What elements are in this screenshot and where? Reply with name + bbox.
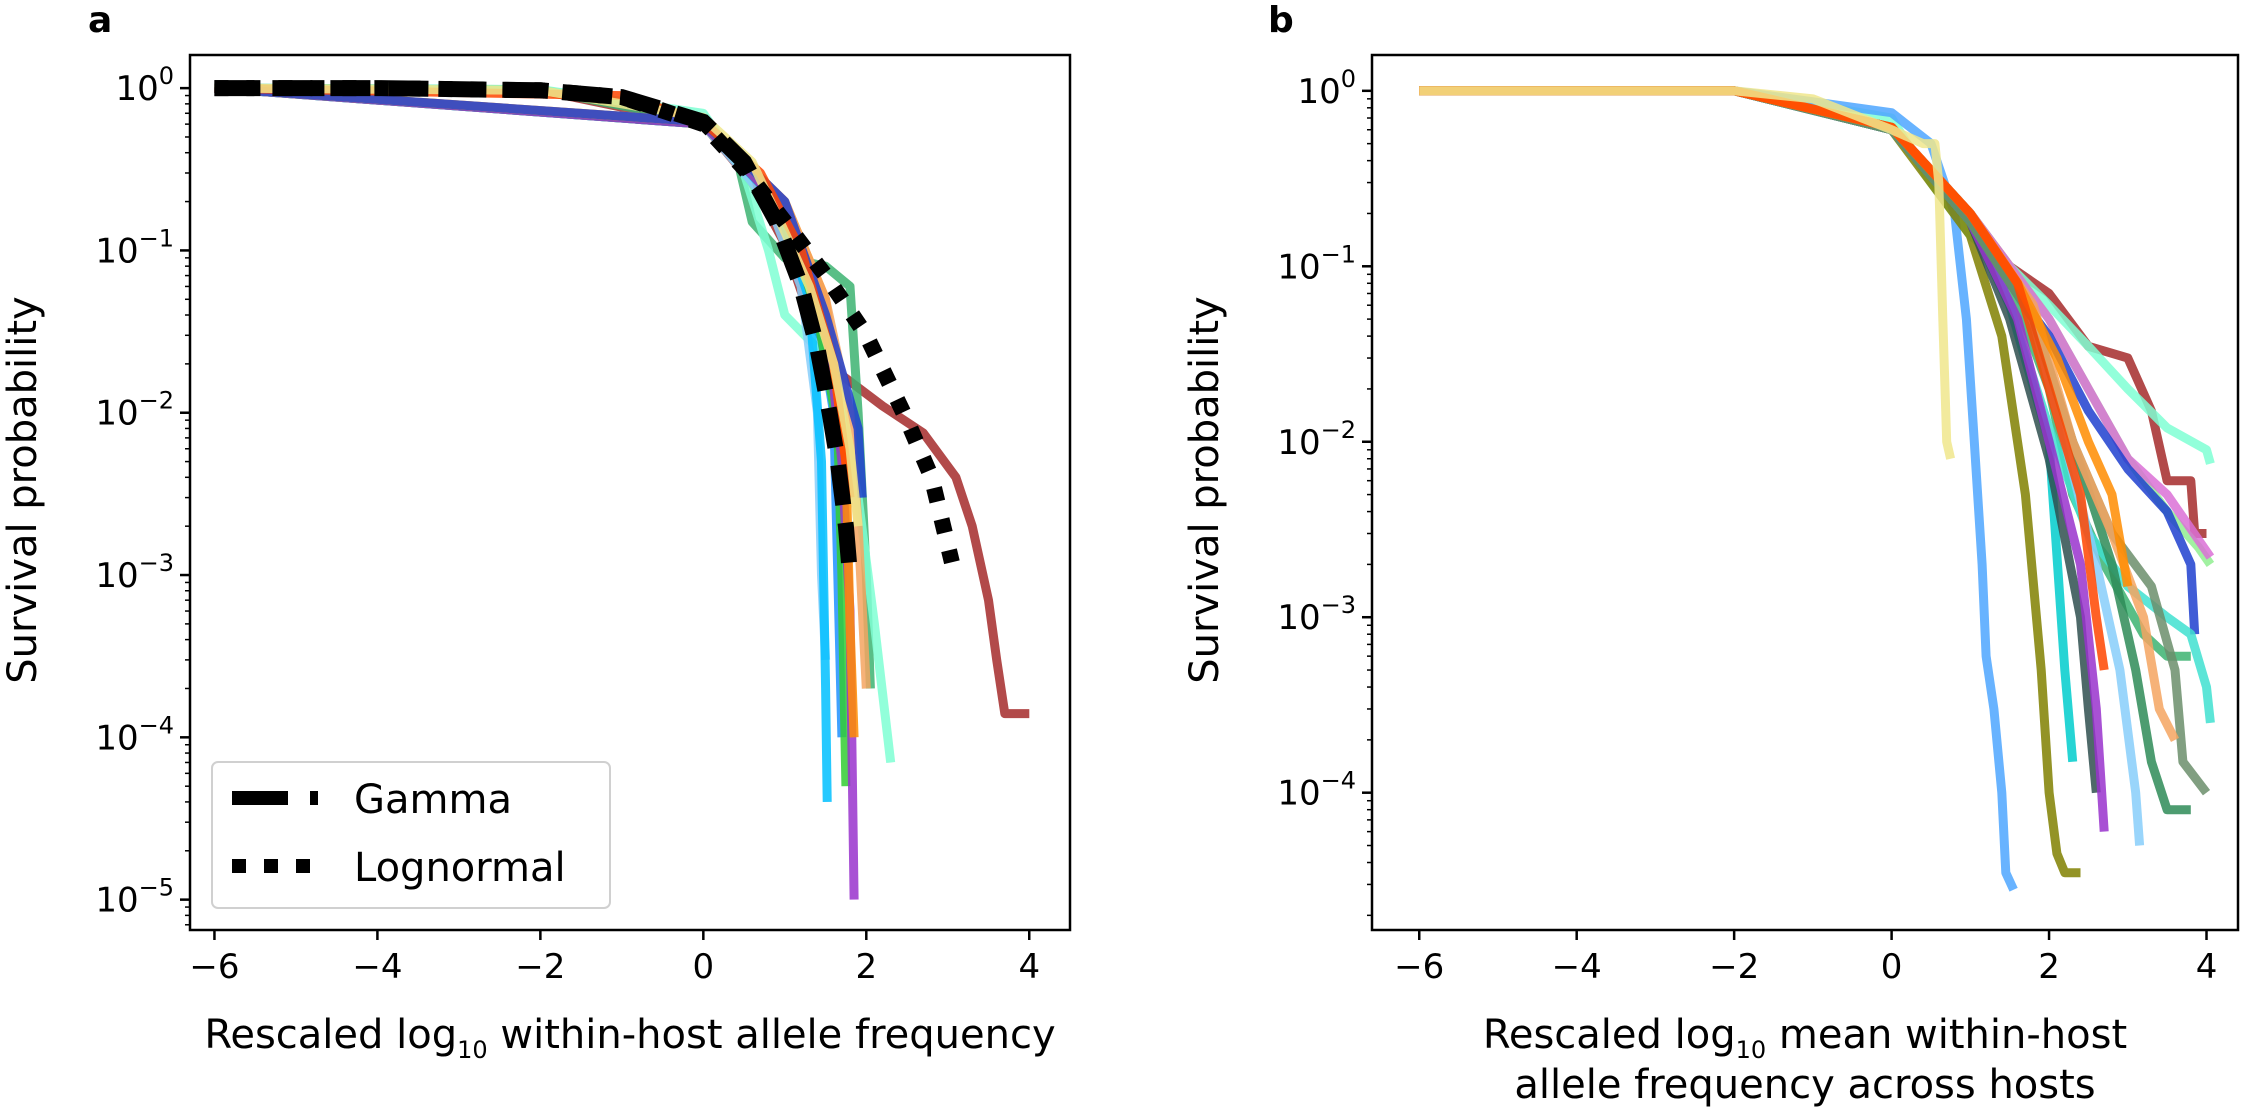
x-axis-label-a: Rescaled log10 within-host allele freque… <box>204 1012 1055 1064</box>
legend-gamma-label: Gamma <box>354 777 512 823</box>
y-axis-label-b: Survival probability <box>1182 296 1228 683</box>
series-line-a-1 <box>214 83 875 689</box>
x-tick-label: 0 <box>1881 947 1903 987</box>
x-ticks-b: −6 −4 −2 0 2 4 <box>1394 930 2217 987</box>
series-line-a-3 <box>214 83 831 661</box>
series-line-a-4 <box>214 83 832 802</box>
x-tick-label: −4 <box>1552 947 1602 987</box>
x-tick-label: 4 <box>1018 947 1040 987</box>
y-tick-label: 10−2 <box>1277 416 1356 463</box>
x-tick-label: −2 <box>1709 947 1759 987</box>
series-line-b-17 <box>1419 86 2109 671</box>
panel-b: b −6 −4 −2 0 2 4 100 10−1 10−2 10−3 10−4 Rescaled… <box>1182 0 2240 1108</box>
x-tick-label: 0 <box>693 947 715 987</box>
x-axis-label-b-line2: allele frequency across hosts <box>1514 1062 2095 1108</box>
series-line-b-18 <box>1419 86 1955 460</box>
legend-a: Gamma Lognormal <box>211 761 611 909</box>
fit-line-lognormal <box>214 80 960 565</box>
y-tick-label: 10−3 <box>1277 591 1356 638</box>
series-line-b-7 <box>1419 86 2018 892</box>
y-tick-label: 10−4 <box>95 711 174 758</box>
x-tick-label: −6 <box>189 947 239 987</box>
y-tick-label: 10−2 <box>95 387 174 434</box>
y-ticks-a: 100 10−1 10−2 10−3 10−4 10−5 <box>95 62 190 926</box>
y-tick-label: 100 <box>115 62 174 109</box>
y-axis-label-a: Survival probability <box>0 296 46 683</box>
series-line-a-2 <box>214 83 896 764</box>
series-line-b-12 <box>1419 86 2145 846</box>
series-group-b <box>1419 86 2215 892</box>
series-group-a <box>214 80 1030 900</box>
series-line-a-0 <box>214 83 1030 719</box>
panel-letter-b: b <box>1268 0 1294 41</box>
series-line-a-12 <box>214 83 863 527</box>
series-line-a-11 <box>214 83 855 499</box>
y-tick-label: 10−1 <box>1277 240 1356 287</box>
x-axis-label-b: Rescaled log10 mean within-host <box>1483 1012 2127 1064</box>
y-ticks-b: 100 10−1 10−2 10−3 10−4 <box>1277 65 1372 917</box>
y-tick-label: 100 <box>1297 65 1356 112</box>
plot-frame-a <box>188 53 1072 932</box>
y-tick-label: 10−1 <box>95 224 174 271</box>
legend-lognormal-label: Lognormal <box>354 845 566 891</box>
series-line-a-10 <box>214 83 867 498</box>
panel-a: a −6 −4 −2 0 2 4 100 10−1 10−2 10−3 10−4 10−5 Resc… <box>0 0 1072 1064</box>
series-line-a-9 <box>214 83 871 689</box>
y-tick-label: 10−3 <box>95 549 174 596</box>
x-tick-label: −6 <box>1394 947 1444 987</box>
x-tick-label: −4 <box>352 947 402 987</box>
x-tick-label: 4 <box>2196 947 2218 987</box>
plot-frame-b <box>1370 53 2240 932</box>
y-tick-label: 10−5 <box>95 874 174 921</box>
x-ticks-a: −6 −4 −2 0 2 4 <box>189 930 1040 987</box>
x-tick-label: 2 <box>2038 947 2060 987</box>
panel-letter-a: a <box>88 0 112 41</box>
x-tick-label: 2 <box>855 947 877 987</box>
series-line-b-11 <box>1419 86 2109 832</box>
x-tick-label: −2 <box>515 947 565 987</box>
y-tick-label: 10−4 <box>1277 767 1356 814</box>
